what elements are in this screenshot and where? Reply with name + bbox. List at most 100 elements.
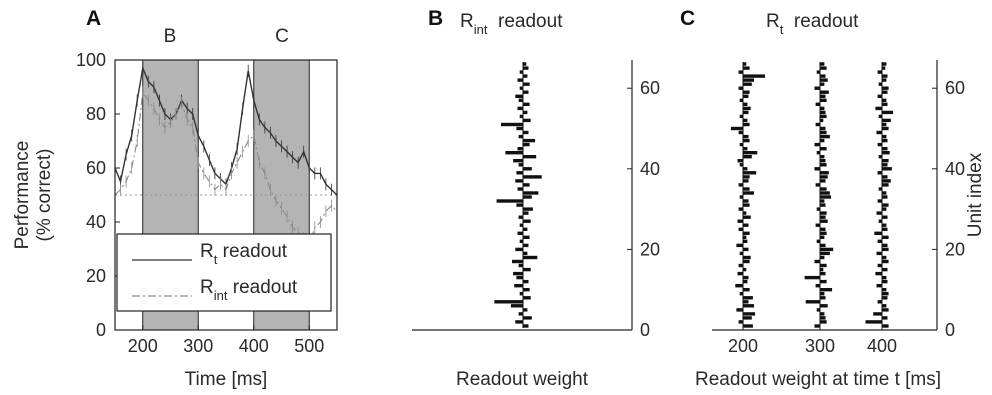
b-weight-bar xyxy=(515,320,523,324)
c-weight-200-bar xyxy=(738,320,743,324)
b-weight-bar xyxy=(523,211,529,215)
c-weight-300-bar xyxy=(820,304,828,308)
b-weight-bar xyxy=(523,82,530,86)
c-weight-300-bar xyxy=(820,74,826,78)
b-weight-bar xyxy=(516,126,523,131)
y-axis-label-line2: (% correct) xyxy=(34,149,55,242)
b-weight-bar xyxy=(517,187,523,191)
c-weight-300-bar xyxy=(820,171,829,175)
c-weight-400-bar xyxy=(882,316,888,320)
c-weight-400-bar xyxy=(882,122,887,127)
c-weight-300-bar xyxy=(814,86,820,90)
b-weight-bar xyxy=(519,239,523,243)
y-tick-label: 20 xyxy=(86,266,106,286)
b-y-axis-ticks: 0 20 40 60 xyxy=(627,78,660,340)
c-weight-200-bar xyxy=(743,239,748,243)
c-weight-200-bar xyxy=(743,78,754,82)
b-weight-bar xyxy=(523,195,532,199)
region-c-label: C xyxy=(275,26,289,47)
c-weight-400-bar xyxy=(876,251,882,256)
c-weight-300-bar xyxy=(814,259,820,264)
b-weight-bar xyxy=(518,98,523,102)
c-y-axis-label: Unit index xyxy=(965,152,986,237)
c-weight-200-bar xyxy=(735,284,743,288)
c-weight-400-bar xyxy=(878,114,882,119)
c-weight-300-bar xyxy=(815,183,820,187)
c-weight-200-bar xyxy=(743,90,750,94)
b-weight-bar xyxy=(523,324,529,328)
y-tick-label: 40 xyxy=(945,159,965,179)
c-weight-300-bar xyxy=(820,320,827,324)
b-weight-bar xyxy=(523,74,528,78)
c-weight-400-bar xyxy=(882,183,889,187)
c-weight-400-bar xyxy=(882,215,888,219)
b-weight-bar xyxy=(523,110,528,115)
c-weight-300-bar xyxy=(820,227,826,231)
c-weight-300-bar xyxy=(820,114,827,119)
c-weight-200-bar xyxy=(743,110,749,115)
b-weight-bar xyxy=(517,78,523,82)
b-weight-bar xyxy=(523,155,537,159)
c-weight-400-bar xyxy=(882,147,888,151)
y-tick-label: 60 xyxy=(86,158,106,178)
c-weight-400-bar xyxy=(882,195,888,199)
c-weight-300-bar xyxy=(820,78,828,82)
c-weight-200-bar xyxy=(743,231,750,235)
c-weight-400-bar xyxy=(882,138,888,143)
c-weight-200-bar xyxy=(736,243,743,248)
c-weight-300-bar xyxy=(820,147,827,151)
b-x-axis-label: Readout weight xyxy=(456,369,589,390)
legend-box xyxy=(116,233,332,312)
c-weight-200-bar xyxy=(743,267,747,272)
c-weight-200-bar xyxy=(739,98,743,102)
c-weight-300-bar xyxy=(820,279,827,284)
b-weight-bar xyxy=(523,267,531,272)
c-weight-300-bar xyxy=(814,167,820,171)
c-weight-400-bar xyxy=(882,203,889,207)
c-weight-300-bar xyxy=(820,138,825,143)
c-weight-400-bar xyxy=(876,284,882,288)
c-weight-300-bar xyxy=(820,203,826,207)
c-weight-200-bar xyxy=(743,296,753,300)
c-weight-200-bar xyxy=(737,159,743,163)
b-weight-bar xyxy=(515,179,523,183)
c-weight-400-bar xyxy=(882,118,891,123)
c-weight-200-bar xyxy=(738,207,743,211)
c-weight-300-bar xyxy=(815,122,820,127)
c-weight-200-bar xyxy=(743,134,749,139)
c-weight-200-bar xyxy=(743,191,754,195)
c-weight-300-bar xyxy=(820,263,827,268)
c-weight-300-bar xyxy=(820,179,826,183)
c-weight-200-bar xyxy=(739,292,743,296)
c-weight-300-bar xyxy=(816,308,820,312)
c-weight-400-bar xyxy=(882,292,889,296)
x-tick-label: 200 xyxy=(728,336,758,356)
c-weight-200-bar xyxy=(743,247,749,252)
c-weight-200-bar xyxy=(743,74,765,78)
c-weight-400-bar xyxy=(878,219,882,223)
c-weight-400-bar xyxy=(882,110,893,115)
b-weight-bar xyxy=(523,142,530,147)
c-weight-400-bar xyxy=(882,279,888,284)
b-weight-bar xyxy=(518,163,523,167)
c-weight-400-bar xyxy=(878,187,882,191)
b-weight-bar xyxy=(523,316,532,320)
c-weight-200-bar xyxy=(743,199,749,203)
panel-a: A B C 200 300 400 500 0 20 40 60 80 100 Time [ms… xyxy=(12,7,338,390)
y-tick-label: 100 xyxy=(76,50,106,70)
c-weight-300-bar xyxy=(820,62,825,66)
c-weight-300-bar xyxy=(820,110,826,115)
c-weight-300-bar xyxy=(814,324,820,328)
b-weight-bar xyxy=(523,102,530,106)
c-weight-400-bar xyxy=(875,106,882,111)
b-weight-bar xyxy=(523,130,529,135)
y-tick-label: 20 xyxy=(640,239,660,259)
y-tick-label: 60 xyxy=(945,78,965,98)
c-weight-200-bar xyxy=(743,223,749,227)
c-weight-200-bar xyxy=(738,263,743,268)
region-b-label: B xyxy=(164,26,177,47)
c-weight-300-bar xyxy=(820,90,829,94)
panel-b: B Rint readout 0 20 40 60 Readout weight xyxy=(412,7,660,390)
c-weight-300-bar xyxy=(815,102,820,106)
b-weight-bar xyxy=(514,284,523,288)
